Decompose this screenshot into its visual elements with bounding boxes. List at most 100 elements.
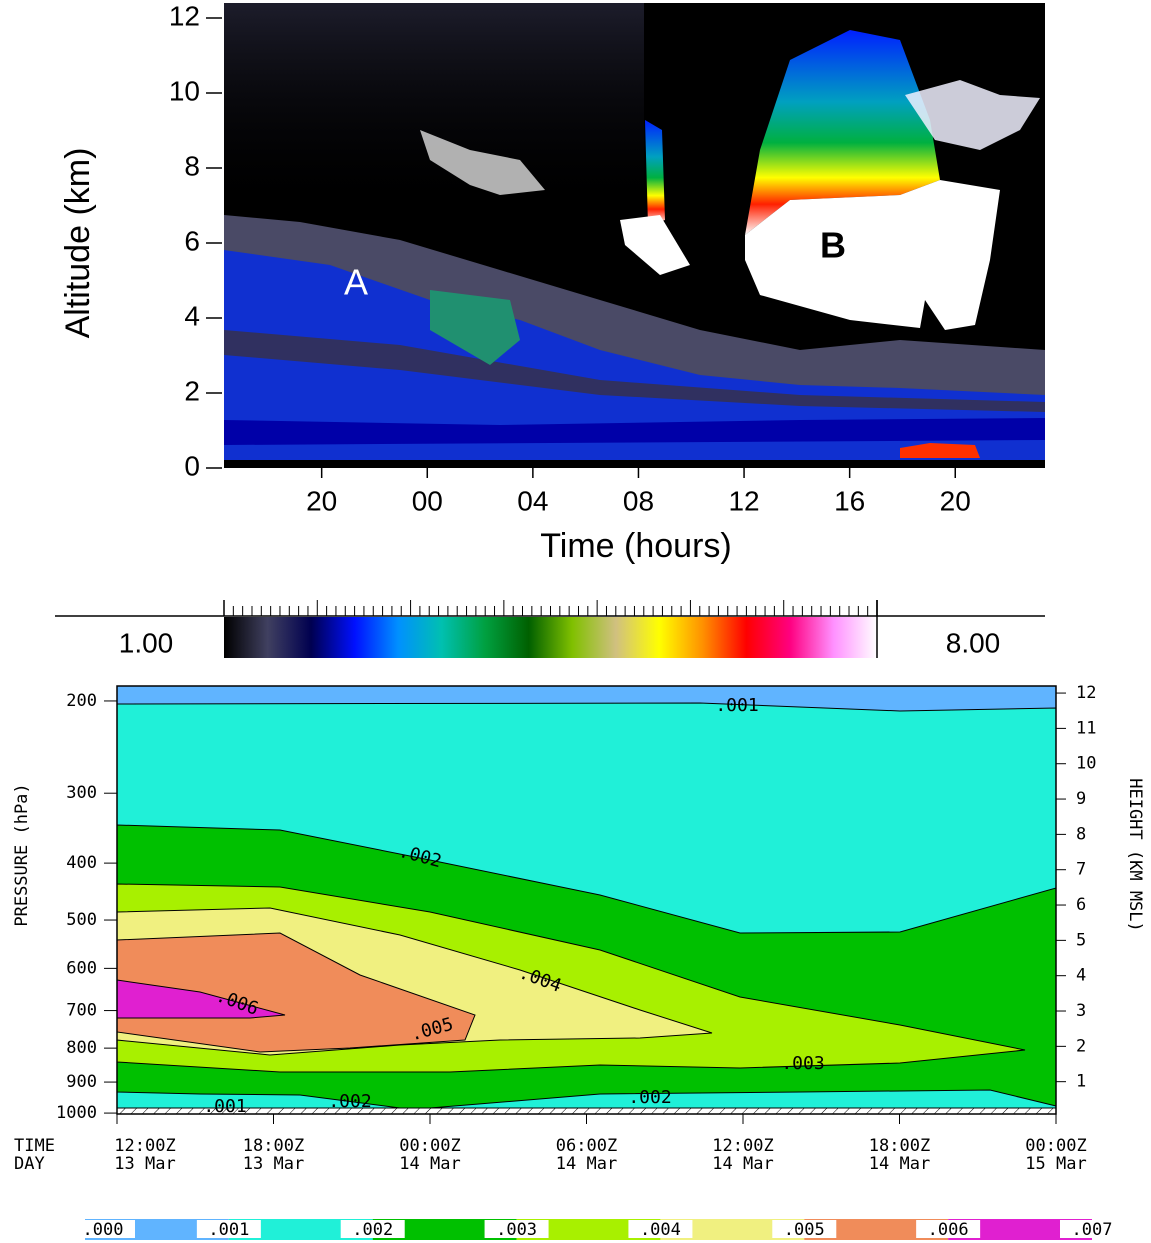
- x-tick-day: 15 Mar: [1025, 1154, 1086, 1174]
- colorbar-label: 8.00: [946, 627, 1001, 658]
- contour-region: [116, 932, 476, 1053]
- x-tick-label: 18:00Z: [243, 1136, 304, 1156]
- y-tick-label: 2: [184, 375, 200, 406]
- y2-tick-label: 12: [1076, 683, 1096, 703]
- y2-tick-label: 7: [1076, 860, 1086, 880]
- y-tick-label: 900: [66, 1072, 97, 1092]
- x-tick-label: 04: [517, 485, 548, 516]
- lidar-panel: A B Altitude (km) Time (hours) 0 2 4 6 8 10 12…: [55, 0, 1045, 658]
- legend-label-box: [340, 1220, 405, 1238]
- x-tick-day: 14 Mar: [399, 1154, 460, 1174]
- backscatter-image: [745, 30, 940, 235]
- y-tick-label: 500: [66, 910, 97, 930]
- x-tick-label: 20: [306, 485, 337, 516]
- y2-tick-label: 6: [1076, 895, 1086, 915]
- contour-label: .002: [328, 1091, 371, 1112]
- x-tick-prefix: DAY: [14, 1154, 45, 1174]
- annotation: A: [344, 262, 368, 303]
- y-axis-label: PRESSURE (hPa): [12, 783, 32, 926]
- y2-tick-label: 10: [1076, 754, 1096, 774]
- y-tick-label: 700: [66, 1001, 97, 1021]
- colorbar: [224, 617, 877, 658]
- contour-label: .003: [781, 1053, 824, 1074]
- legend-label-box: [196, 1220, 261, 1238]
- x-tick-label: 08: [623, 485, 654, 516]
- backscatter-image: [224, 418, 1045, 445]
- legend-label-box: [484, 1220, 549, 1238]
- legend-swatch: [660, 1219, 805, 1240]
- legend-swatch: [804, 1219, 949, 1240]
- backscatter-image: [420, 130, 545, 195]
- x-tick-label: 06:00Z: [556, 1136, 617, 1156]
- y-tick-label: 400: [66, 853, 97, 873]
- x-axis-label: Time (hours): [540, 527, 731, 565]
- backscatter-image: [745, 180, 1000, 330]
- legend-label: .005: [784, 1220, 825, 1240]
- legend-swatch: [372, 1219, 517, 1240]
- legend-label: .007: [1072, 1220, 1113, 1240]
- y2-axis-label: HEIGHT (KM MSL): [1125, 778, 1145, 932]
- legend-label: .004: [640, 1220, 681, 1240]
- y-tick-label: 4: [184, 300, 200, 331]
- backscatter-image: [224, 330, 1045, 412]
- x-tick-day: 14 Mar: [556, 1154, 617, 1174]
- y-tick-label: 300: [66, 783, 97, 803]
- y-tick-label: 12: [169, 0, 200, 31]
- legend-label: .001: [208, 1220, 249, 1240]
- x-tick-label: 12:00Z: [712, 1136, 773, 1156]
- y-tick-label: 1000: [56, 1103, 97, 1123]
- backscatter-image: [620, 215, 690, 275]
- legend-label-box: [1060, 1220, 1124, 1238]
- x-tick-label: 16: [834, 485, 865, 516]
- legend-label: .002: [352, 1220, 393, 1240]
- y-tick-label: 600: [66, 958, 97, 978]
- y2-tick-label: 8: [1076, 824, 1086, 844]
- x-tick-label: 00: [412, 485, 443, 516]
- y2-tick-label: 3: [1076, 1001, 1086, 1021]
- y2-tick-label: 2: [1076, 1036, 1086, 1056]
- contour-label: .002: [628, 1087, 671, 1108]
- contour-label: .001: [203, 1096, 246, 1117]
- legend-swatch: [948, 1219, 1092, 1240]
- legend-label: .000: [83, 1220, 124, 1240]
- legend-label: .003: [496, 1220, 537, 1240]
- backscatter-image: [224, 460, 1045, 468]
- legend-label-box: [628, 1220, 693, 1238]
- backscatter-image: [645, 120, 665, 225]
- x-tick-day: 14 Mar: [869, 1154, 930, 1174]
- ground-hatch: [117, 1108, 1056, 1114]
- y-tick-label: 6: [184, 225, 200, 256]
- backscatter-image: [224, 250, 1045, 460]
- backscatter-image: [430, 290, 520, 365]
- x-tick-label: 12:00Z: [114, 1136, 175, 1156]
- y2-tick-label: 9: [1076, 789, 1086, 809]
- y-axis-label: Altitude (km): [59, 148, 97, 339]
- x-tick-prefix: TIME: [14, 1136, 55, 1156]
- legend-label-box: [916, 1220, 981, 1238]
- y2-tick-label: 5: [1076, 930, 1086, 950]
- contour-panel: PRESSURE (hPa) HEIGHT (KM MSL) TIME DAY …: [12, 683, 1145, 1240]
- contour-label: .001: [715, 695, 758, 716]
- legend-label: .006: [928, 1220, 969, 1240]
- x-tick-day: 13 Mar: [114, 1154, 175, 1174]
- x-tick-day: 14 Mar: [712, 1154, 773, 1174]
- legend-label-box: [71, 1220, 135, 1238]
- y2-tick-label: 4: [1076, 966, 1086, 986]
- x-tick-label: 20: [940, 485, 971, 516]
- backscatter-image: [224, 3, 644, 213]
- annotation: B: [820, 225, 846, 266]
- y2-tick-label: 11: [1076, 718, 1096, 738]
- colorbar-label: 1.00: [119, 627, 174, 658]
- x-tick-label: 00:00Z: [1025, 1136, 1086, 1156]
- x-tick-label: 00:00Z: [399, 1136, 460, 1156]
- y-tick-label: 10: [169, 75, 200, 106]
- legend-swatch: [228, 1219, 373, 1240]
- x-tick-label: 18:00Z: [869, 1136, 930, 1156]
- x-tick-day: 13 Mar: [243, 1154, 304, 1174]
- x-tick-label: 12: [728, 485, 759, 516]
- y-tick-label: 8: [184, 150, 200, 181]
- y-tick-label: 200: [66, 691, 97, 711]
- backscatter-image: [900, 443, 980, 458]
- y-tick-label: 0: [184, 450, 200, 481]
